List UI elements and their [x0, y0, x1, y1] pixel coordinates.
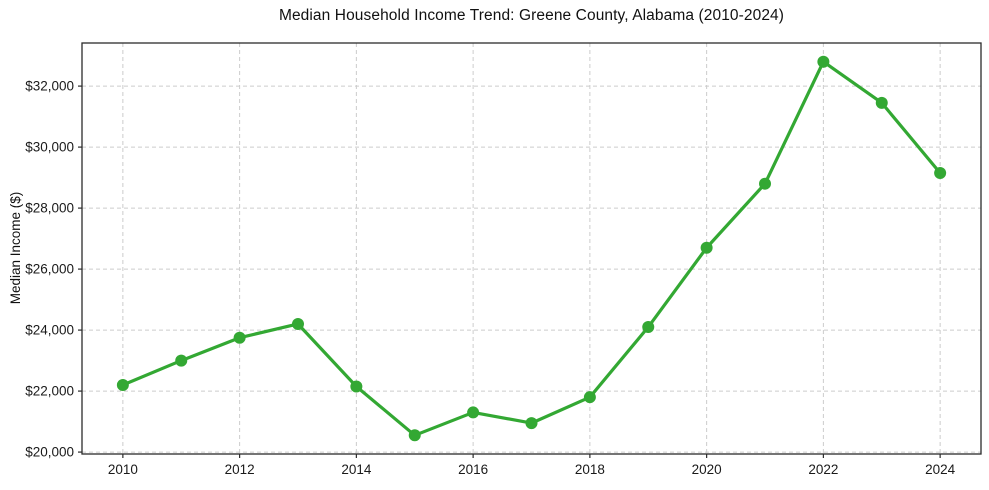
y-tick-label: $22,000: [25, 384, 74, 399]
data-point: [642, 321, 655, 334]
x-tick-label: 2018: [575, 462, 605, 477]
x-tick-label: 2010: [108, 462, 138, 477]
y-tick-label: $20,000: [25, 445, 74, 460]
data-point: [233, 331, 246, 344]
chart-title: Median Household Income Trend: Greene Co…: [278, 7, 785, 24]
x-tick-label: 2016: [458, 462, 488, 477]
x-tick-label: 2024: [925, 462, 956, 477]
data-point: [467, 406, 480, 419]
x-tick-label: 2012: [225, 462, 255, 477]
x-tick-label: 2014: [341, 462, 372, 477]
y-tick-label: $28,000: [25, 201, 74, 216]
plot-border: [81, 42, 982, 455]
y-tick-label: $26,000: [25, 262, 74, 277]
y-tick-label: $24,000: [25, 323, 74, 338]
data-point: [583, 391, 596, 404]
data-point: [350, 380, 363, 393]
x-tick-label: 2022: [808, 462, 838, 477]
x-tick-label: 2020: [692, 462, 722, 477]
data-point: [408, 429, 421, 442]
data-point: [817, 55, 830, 68]
data-point: [759, 177, 772, 190]
data-point: [934, 167, 947, 180]
y-tick-label: $30,000: [25, 140, 74, 155]
data-point: [291, 317, 304, 330]
data-point: [175, 354, 188, 367]
y-tick-label: $32,000: [25, 79, 74, 94]
data-point: [525, 417, 538, 430]
data-point: [875, 96, 888, 109]
data-point: [700, 241, 713, 254]
plot-area: [82, 43, 981, 454]
data-point: [116, 378, 129, 391]
